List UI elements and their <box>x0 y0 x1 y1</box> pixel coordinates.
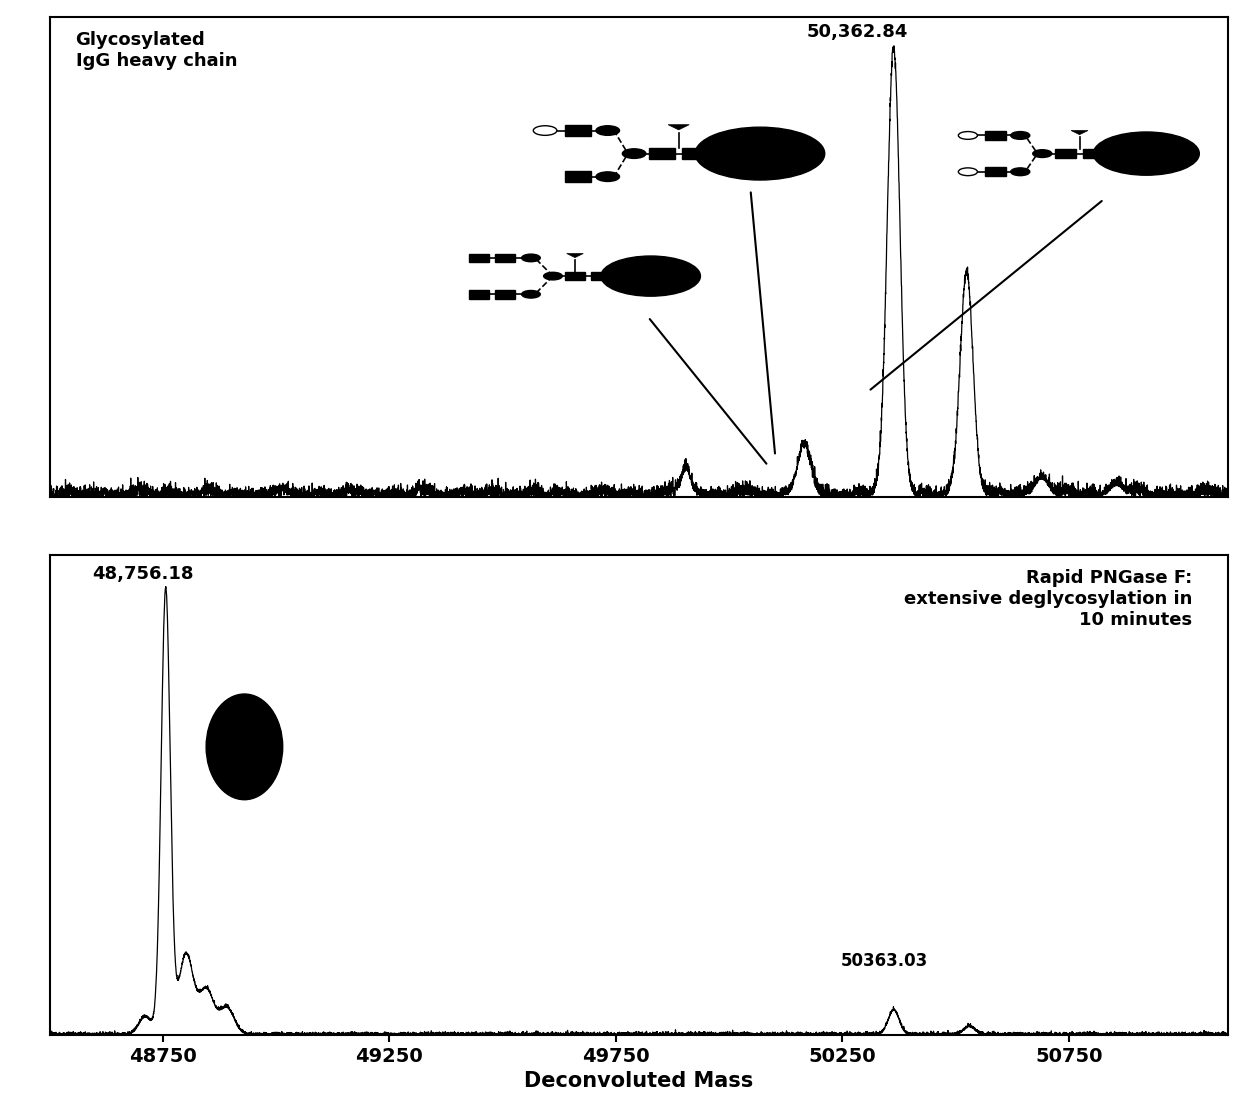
Circle shape <box>1011 131 1029 139</box>
FancyBboxPatch shape <box>985 167 1006 176</box>
Polygon shape <box>1071 130 1087 135</box>
Circle shape <box>533 126 557 136</box>
Circle shape <box>543 273 562 279</box>
FancyBboxPatch shape <box>985 131 1006 140</box>
FancyBboxPatch shape <box>1083 149 1104 158</box>
FancyBboxPatch shape <box>565 126 591 136</box>
FancyBboxPatch shape <box>682 148 708 159</box>
Circle shape <box>522 290 541 298</box>
X-axis label: Deconvoluted Mass: Deconvoluted Mass <box>525 1072 753 1092</box>
Text: 50363.03: 50363.03 <box>841 952 929 971</box>
Ellipse shape <box>696 127 825 180</box>
Ellipse shape <box>206 695 283 800</box>
Text: 48,756.18: 48,756.18 <box>92 565 193 583</box>
Text: Rapid PNGase F:
extensive deglycosylation in
10 minutes: Rapid PNGase F: extensive deglycosylatio… <box>904 569 1193 629</box>
Ellipse shape <box>601 256 701 296</box>
Text: Glycosylated
IgG heavy chain: Glycosylated IgG heavy chain <box>76 31 237 70</box>
FancyBboxPatch shape <box>564 272 585 280</box>
Circle shape <box>622 149 646 158</box>
Circle shape <box>1033 150 1052 158</box>
Polygon shape <box>567 254 583 257</box>
FancyBboxPatch shape <box>469 254 490 263</box>
FancyBboxPatch shape <box>469 290 490 298</box>
FancyBboxPatch shape <box>1055 149 1076 158</box>
Circle shape <box>959 131 977 139</box>
FancyBboxPatch shape <box>650 148 675 159</box>
Ellipse shape <box>1094 132 1199 175</box>
Circle shape <box>1011 168 1029 176</box>
FancyBboxPatch shape <box>565 171 591 181</box>
Circle shape <box>522 254 541 262</box>
FancyBboxPatch shape <box>495 254 516 263</box>
Circle shape <box>596 171 620 181</box>
FancyBboxPatch shape <box>590 272 611 280</box>
Text: 50,362.84: 50,362.84 <box>807 22 908 41</box>
Circle shape <box>959 168 977 176</box>
Circle shape <box>596 126 620 136</box>
FancyBboxPatch shape <box>495 290 516 298</box>
Polygon shape <box>668 125 689 130</box>
